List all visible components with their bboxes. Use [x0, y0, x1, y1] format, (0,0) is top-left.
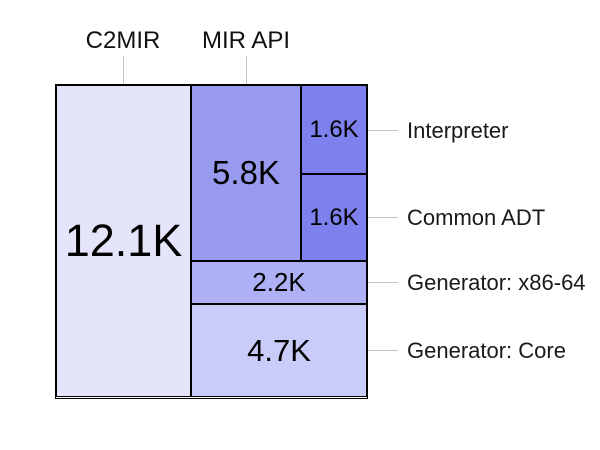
block-label-generator-x86-64: Generator: x86-64	[407, 270, 586, 295]
block-value-mir-api: 5.8K	[212, 154, 280, 191]
leader-line-generator-core	[368, 350, 398, 351]
treemap-block-mir-api: 5.8K	[191, 85, 301, 261]
treemap-block-common-adt: 1.6K	[301, 174, 367, 261]
treemap-frame	[55, 84, 368, 399]
leader-line-common-adt	[368, 217, 398, 218]
leader-line-generator-x86-64	[368, 282, 398, 283]
block-label-generator-core: Generator: Core	[407, 338, 566, 363]
leader-line-interpreter	[368, 130, 398, 131]
block-value-common-adt: 1.6K	[309, 203, 359, 231]
block-value-generator-core: 4.7K	[247, 332, 311, 368]
block-value-c2mir: 12.1K	[64, 215, 183, 266]
block-value-generator-x86-64: 2.2K	[252, 267, 306, 297]
leader-line-mir-api	[246, 56, 247, 84]
treemap-block-generator-x86-64: 2.2K	[191, 261, 367, 304]
block-label-common-adt: Common ADT	[407, 205, 546, 230]
block-value-interpreter: 1.6K	[309, 115, 359, 143]
treemap-block-generator-core: 4.7K	[191, 304, 367, 397]
column-label-mir-api: MIR API	[201, 27, 291, 54]
leader-line-c2mir	[123, 56, 124, 84]
treemap-block-interpreter: 1.6K	[301, 85, 367, 174]
column-label-c2mir: C2MIR	[85, 27, 161, 54]
treemap-block-c2mir: 12.1K	[56, 85, 191, 397]
block-label-interpreter: Interpreter	[407, 118, 509, 143]
